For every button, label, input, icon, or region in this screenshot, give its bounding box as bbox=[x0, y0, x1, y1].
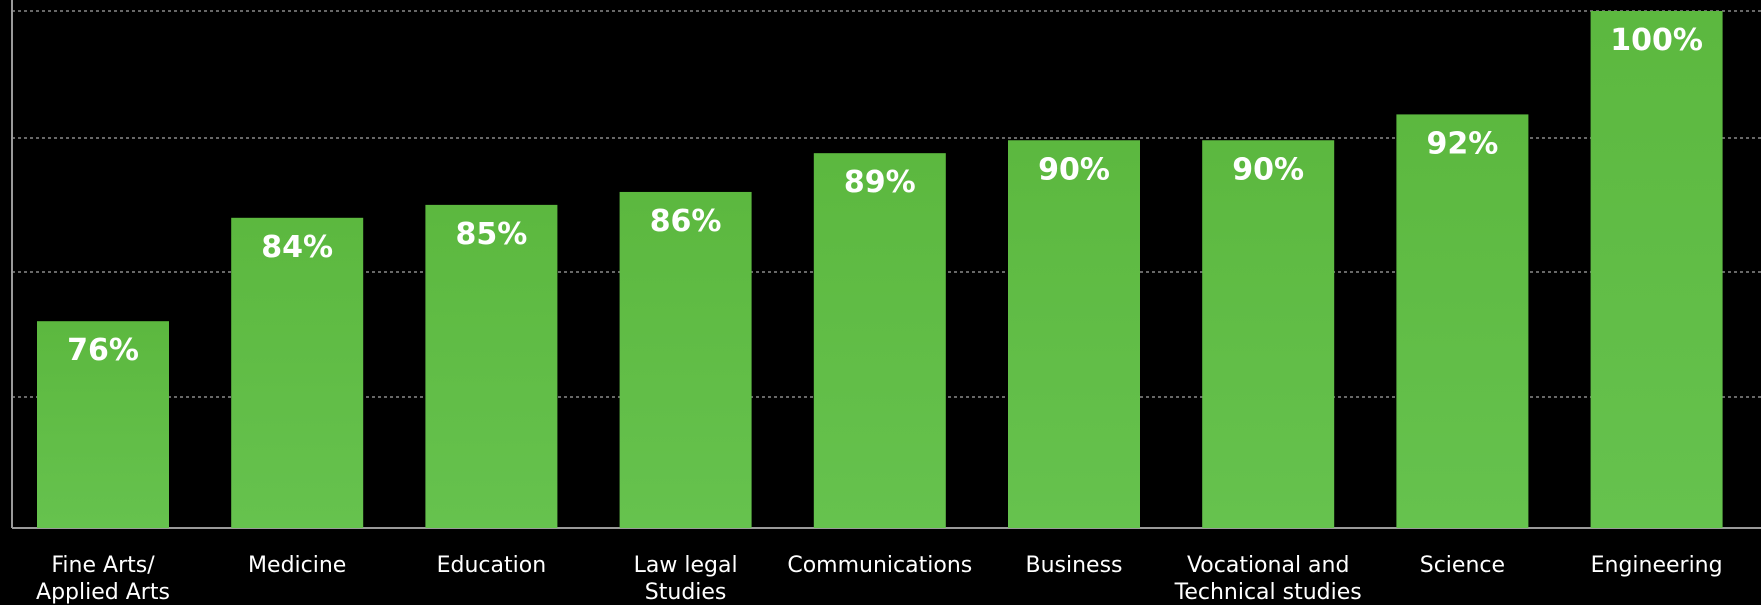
category-label: Science bbox=[1420, 553, 1505, 578]
bar-value-label: 100% bbox=[1610, 23, 1703, 58]
bar bbox=[619, 191, 752, 528]
bar-value-label: 84% bbox=[261, 230, 333, 265]
bar-value-label: 89% bbox=[844, 165, 916, 200]
category-label: Engineering bbox=[1591, 553, 1723, 578]
bar bbox=[425, 204, 558, 528]
category-label: Education bbox=[437, 553, 547, 578]
bar bbox=[1590, 11, 1723, 528]
bar-value-label: 85% bbox=[455, 217, 527, 252]
category-label: Fine Arts/Applied Arts bbox=[36, 553, 170, 605]
category-label: Communications bbox=[787, 553, 972, 578]
bar bbox=[231, 217, 364, 529]
category-labels: Fine Arts/Applied Arts Medicine Education L… bbox=[36, 553, 1723, 605]
bars bbox=[37, 11, 1723, 529]
bar bbox=[1008, 140, 1140, 528]
bar-value-label: 90% bbox=[1232, 152, 1304, 187]
bar bbox=[1202, 140, 1335, 528]
bar bbox=[37, 321, 169, 528]
bar-value-label: 86% bbox=[650, 204, 722, 239]
bar-value-label: 92% bbox=[1426, 126, 1498, 161]
bar-value-label: 76% bbox=[67, 333, 139, 368]
category-label: Vocational and Technical studies bbox=[1174, 553, 1362, 605]
bar bbox=[813, 153, 946, 529]
category-label: Law legal Studies bbox=[634, 553, 738, 605]
category-label: Medicine bbox=[248, 553, 346, 578]
category-label: Business bbox=[1025, 553, 1122, 578]
bar-value-label: 90% bbox=[1038, 152, 1110, 187]
bar bbox=[1396, 114, 1529, 529]
bar-value-labels: 76% 84% 85% 86% 89% 90% 90% 92% 100% bbox=[67, 23, 1703, 368]
